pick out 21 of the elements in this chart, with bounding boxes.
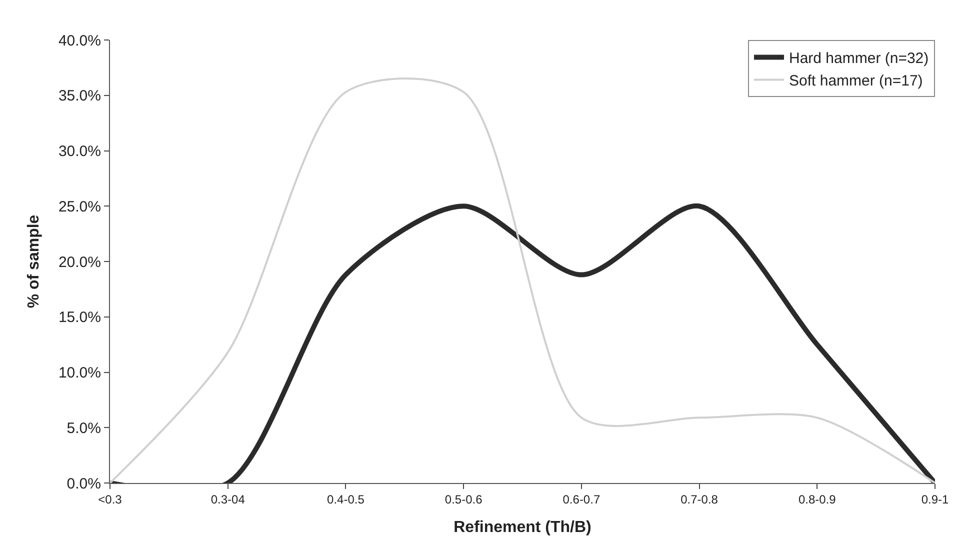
x-tick-label: 0.9-1 [921, 492, 949, 506]
y-tick-label: 40.0% [58, 32, 101, 50]
legend-label: Hard hammer (n=32) [789, 50, 929, 68]
x-tick-label: 0.5-0.6 [444, 492, 483, 506]
x-tick-label: <0.3 [98, 492, 122, 506]
x-tick-label: 0.4-0.5 [327, 492, 365, 506]
legend-label: Soft hammer (n=17) [789, 72, 923, 90]
y-tick-label: 15.0% [58, 309, 101, 326]
x-tick-label: 0.3-04 [210, 492, 246, 506]
y-tick-label: 30.0% [58, 143, 101, 160]
x-axis-title: Refinement (Th/B) [454, 519, 592, 536]
x-tick-label: 0.6-0.7 [562, 492, 600, 506]
x-tick-label: 0.7-0.8 [680, 492, 718, 506]
y-tick-label: 0.0% [66, 475, 101, 492]
y-tick-label: 5.0% [66, 420, 101, 437]
y-tick-label: 25.0% [58, 198, 101, 216]
y-tick-label: 10.0% [58, 364, 101, 382]
x-tick-label: 0.8-0.9 [798, 492, 836, 506]
y-axis-title: % of sample [25, 214, 42, 308]
y-tick-label: 35.0% [58, 88, 101, 105]
y-tick-label: 20.0% [58, 254, 101, 271]
